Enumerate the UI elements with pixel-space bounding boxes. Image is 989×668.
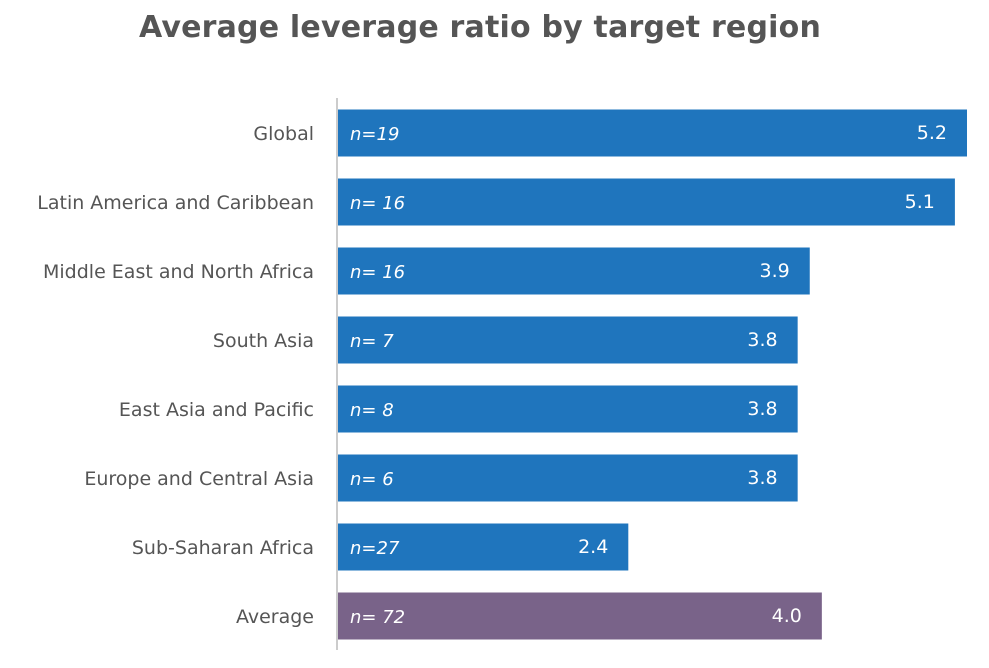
chart-title: Average leverage ratio by target region [138, 10, 822, 45]
category-label: Sub-Saharan Africa [132, 537, 314, 559]
n-label: n= 16 [350, 193, 405, 214]
category-label: South Asia [213, 330, 314, 352]
n-label: n= 6 [350, 469, 394, 490]
data-label: 3.8 [747, 467, 777, 489]
category-label: Middle East and North Africa [43, 261, 314, 283]
category-label: Latin America and Caribbean [37, 192, 314, 214]
bar-6 [338, 523, 629, 571]
bar-5 [338, 454, 798, 502]
category-label: Global [253, 123, 314, 145]
data-label: 5.2 [917, 122, 947, 144]
category-label: East Asia and Pacific [119, 399, 314, 421]
data-label: 5.1 [905, 191, 935, 213]
n-label: n= 8 [350, 400, 394, 421]
bar-7 [338, 592, 822, 640]
category-label: Average [236, 606, 314, 628]
data-label: 3.8 [747, 398, 777, 420]
n-label: n=27 [350, 538, 400, 559]
category-label: Europe and Central Asia [84, 468, 314, 490]
data-label: 4.0 [772, 605, 802, 627]
n-label: n= 72 [350, 607, 405, 628]
n-label: n= 16 [350, 262, 405, 283]
bar-2 [338, 247, 810, 295]
data-label: 3.8 [747, 329, 777, 351]
bar-4 [338, 385, 798, 433]
n-label: n=19 [350, 124, 399, 145]
data-label: 2.4 [578, 536, 608, 558]
data-label: 3.9 [760, 260, 790, 282]
bar-3 [338, 316, 798, 364]
bar-1 [338, 178, 955, 226]
n-label: n= 7 [350, 331, 394, 352]
bar-0 [338, 109, 967, 157]
